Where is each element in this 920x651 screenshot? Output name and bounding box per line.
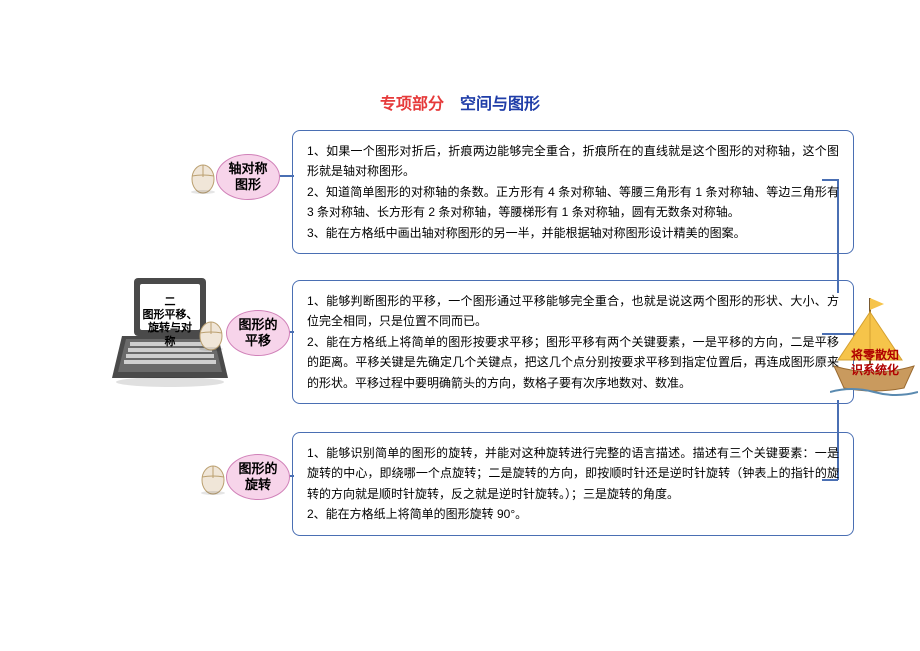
laptop-label: 二图形平移、旋转与对称 (136, 296, 204, 349)
content-line: 2、能在方格纸上将简单的图形按要求平移；图形平移有两个关键要素，一是平移的方向，… (307, 332, 839, 393)
topic-bubble: 图形的旋转 (226, 454, 290, 500)
content-line: 1、能够识别简单的图形的旋转，并能对这种旋转进行完整的语言描述。描述有三个关键要… (307, 443, 839, 504)
content-box: 1、能够判断图形的平移，一个图形通过平移能够完全重合，也就是说这两个图形的形状、… (292, 280, 854, 404)
title-part2: 空间与图形 (444, 96, 540, 113)
boat-label: 将零散知识系统化 (842, 348, 908, 378)
title-part1: 专项部分 (380, 96, 444, 113)
content-line: 2、能在方格纸上将简单的图形旋转 90°。 (307, 504, 839, 524)
content-line: 2、知道简单图形的对称轴的条数。正方形有 4 条对称轴、等腰三角形有 1 条对称… (307, 182, 839, 223)
mouse-icon (188, 162, 218, 199)
mouse-icon (196, 319, 226, 356)
mouse-icon (198, 463, 228, 500)
content-line: 1、如果一个图形对折后，折痕两边能够完全重合，折痕所在的直线就是这个图形的对称轴… (307, 141, 839, 182)
content-line: 3、能在方格纸中画出轴对称图形的另一半，并能根据轴对称图形设计精美的图案。 (307, 223, 839, 243)
page-title: 专项部分 空间与图形 (0, 90, 920, 114)
topic-bubble: 图形的平移 (226, 310, 290, 356)
content-box: 1、能够识别简单的图形的旋转，并能对这种旋转进行完整的语言描述。描述有三个关键要… (292, 432, 854, 536)
topic-bubble: 轴对称图形 (216, 154, 280, 200)
content-box: 1、如果一个图形对折后，折痕两边能够完全重合，折痕所在的直线就是这个图形的对称轴… (292, 130, 854, 254)
content-line: 1、能够判断图形的平移，一个图形通过平移能够完全重合，也就是说这两个图形的形状、… (307, 291, 839, 332)
